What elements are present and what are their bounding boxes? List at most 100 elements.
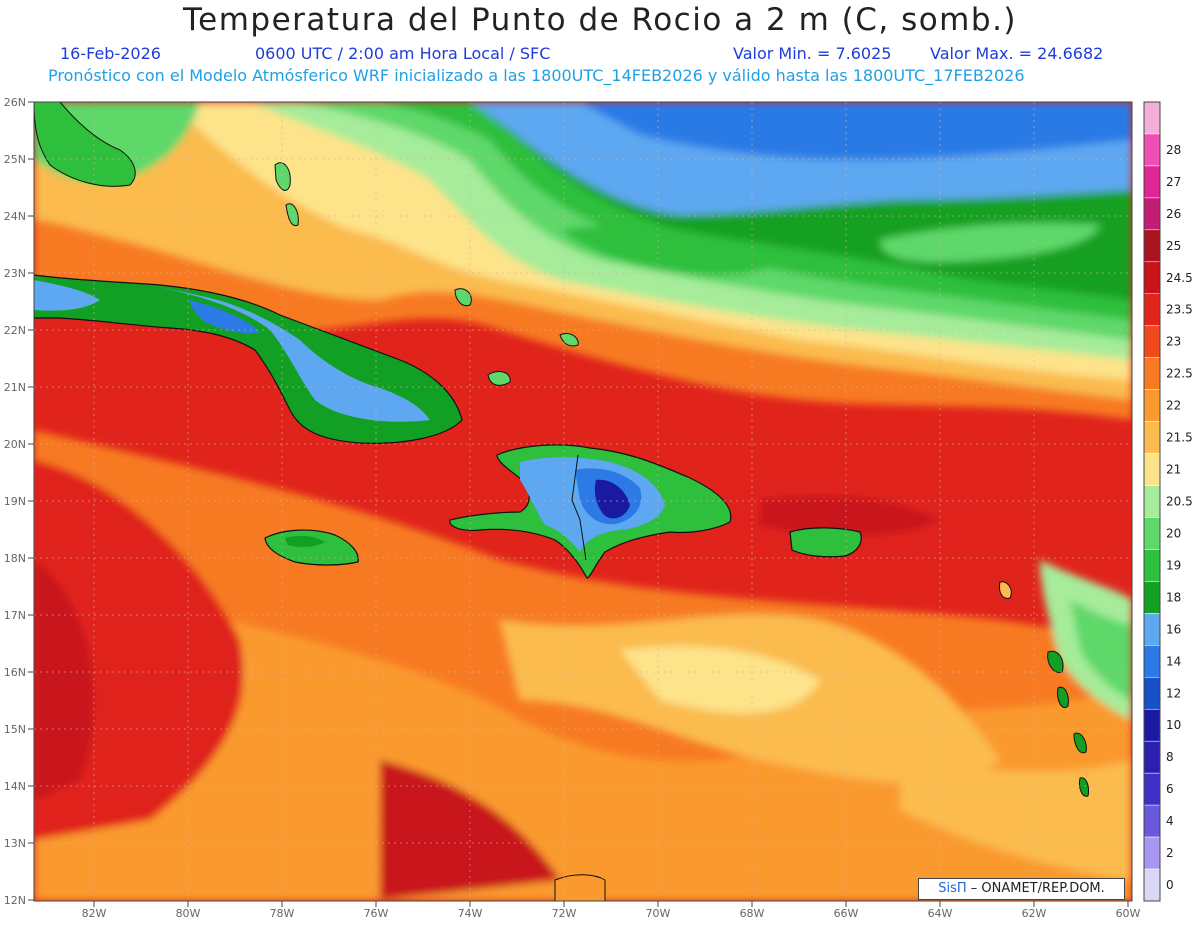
turks-island <box>487 371 511 386</box>
lon-label: 74W <box>458 907 483 920</box>
colorbar-label: 25 <box>1166 239 1181 253</box>
lat-label: 26N <box>4 96 26 109</box>
colorbar-label: 2 <box>1166 846 1174 860</box>
colorbar-label: 26 <box>1166 207 1181 221</box>
colorbar-swatch <box>1143 389 1161 422</box>
colorbar-swatch <box>1143 357 1161 390</box>
lon-label: 64W <box>928 907 953 920</box>
model-info-line: Pronóstico con el Modelo Atmósferico WRF… <box>48 66 1025 85</box>
colorbar-label: 23.5 <box>1166 303 1193 317</box>
colorbar-swatch <box>1143 740 1161 774</box>
grid-lines <box>34 102 1132 901</box>
florida-coast <box>34 102 136 187</box>
colorbar-label: 22.5 <box>1166 367 1193 381</box>
colorbar-swatch <box>1143 197 1161 231</box>
lat-label: 20N <box>4 438 26 451</box>
colorbar-label: 0 <box>1166 878 1174 892</box>
cuba-west-blue <box>34 280 100 311</box>
lat-label: 18N <box>4 552 26 565</box>
bahamas-island-3 <box>454 288 472 307</box>
martinique-island <box>1073 732 1087 754</box>
haiti-dr-border <box>571 454 587 561</box>
field-peach-southeast <box>900 760 1132 880</box>
colorbar-swatch <box>1143 549 1161 582</box>
lon-label: 72W <box>552 907 577 920</box>
lon-label: 70W <box>646 907 671 920</box>
field-darkred-west <box>34 560 94 800</box>
lat-label: 13N <box>4 837 26 850</box>
lon-label: 76W <box>364 907 389 920</box>
colorbar-label: 4 <box>1166 814 1174 828</box>
lat-label: 21N <box>4 381 26 394</box>
field-yellow-center <box>620 646 820 714</box>
min-value: Valor Min. = 7.6025 <box>733 44 892 63</box>
credit-text: – ONAMET/REP.DOM. <box>970 881 1105 896</box>
colorbar-label: 6 <box>1166 782 1174 796</box>
colorbar-swatch <box>1143 517 1161 550</box>
field-blue-north <box>580 102 1132 160</box>
lat-label: 24N <box>4 210 26 223</box>
lon-label: 62W <box>1022 907 1047 920</box>
colorbar-swatch <box>1143 261 1161 295</box>
colorbar-swatch <box>1143 325 1161 358</box>
colorbar-swatch <box>1143 836 1161 870</box>
colorbar-swatch <box>1143 804 1161 838</box>
lat-label: 15N <box>4 723 26 736</box>
map-title: Temperatura del Punto de Rocio a 2 m (C,… <box>182 2 1018 38</box>
lon-label: 66W <box>834 907 859 920</box>
colorbar-label: 21.5 <box>1166 431 1193 445</box>
colorbar-frame <box>1143 101 1161 902</box>
colorbar-label: 19 <box>1166 558 1181 572</box>
colorbar-swatch <box>1143 293 1161 326</box>
shaded-field <box>34 102 1132 901</box>
field-green-east <box>1070 600 1132 700</box>
lat-label: 16N <box>4 666 26 679</box>
colorbar-label: 8 <box>1166 750 1174 764</box>
colorbar-label: 16 <box>1166 622 1181 636</box>
colorbar-label: 14 <box>1166 654 1181 668</box>
lon-label: 82W <box>82 907 107 920</box>
lon-label: 80W <box>176 907 201 920</box>
latitude-axis: 26N 25N 24N 23N 22N 21N 20N 19N 18N 17N 16N 15N 14N 1… <box>4 96 34 907</box>
colorbar-swatch <box>1143 133 1161 167</box>
colorbar-swatch <box>1143 581 1161 614</box>
lat-label: 25N <box>4 153 26 166</box>
colorbar-label: 24.5 <box>1166 271 1193 285</box>
colorbar-swatch <box>1143 229 1161 263</box>
lat-label: 12N <box>4 894 26 907</box>
colorbar: 2827262524.523.52322.52221.52120.5201918… <box>1143 101 1193 902</box>
colorbar-swatch <box>1143 485 1161 518</box>
credit-box: SisΠ – ONAMET/REP.DOM. <box>918 878 1125 900</box>
colorbar-swatch <box>1143 772 1161 806</box>
colorbar-swatch <box>1143 101 1161 135</box>
cuba-dark-blue <box>190 300 260 334</box>
lat-label: 14N <box>4 780 26 793</box>
colorbar-swatch <box>1143 645 1161 678</box>
colorbar-label: 23 <box>1166 335 1181 349</box>
colorbar-label: 10 <box>1166 718 1181 732</box>
colorbar-swatch <box>1143 453 1161 486</box>
forecast-date: 16-Feb-2026 <box>60 44 161 63</box>
colorbar-swatch <box>1143 165 1161 199</box>
puerto-rico-island <box>789 527 862 558</box>
colorbar-label: 21 <box>1166 463 1181 477</box>
cuba-blue-area <box>150 285 430 422</box>
lat-label: 22N <box>4 324 26 337</box>
colorbar-label: 20 <box>1166 526 1181 540</box>
lat-label: 17N <box>4 609 26 622</box>
caicos-island <box>559 332 579 347</box>
colorbar-swatch <box>1143 613 1161 646</box>
field-lightorange-south <box>34 600 1132 901</box>
jamaica-dark-green <box>285 535 325 547</box>
lat-label: 19N <box>4 495 26 508</box>
colorbar-label: 18 <box>1166 590 1181 604</box>
colorbar-label: 28 <box>1166 143 1181 157</box>
colorbar-label: 27 <box>1166 175 1181 189</box>
longitude-axis: 82W 80W 78W 76W 74W 72W 70W 68W 66W 64W 62W 60W <box>82 901 1141 920</box>
south-america-coast <box>554 874 606 901</box>
colorbar-swatch <box>1143 708 1161 742</box>
lon-label: 78W <box>270 907 295 920</box>
leeward-island <box>999 581 1012 599</box>
colorbar-label: 22 <box>1166 399 1181 413</box>
